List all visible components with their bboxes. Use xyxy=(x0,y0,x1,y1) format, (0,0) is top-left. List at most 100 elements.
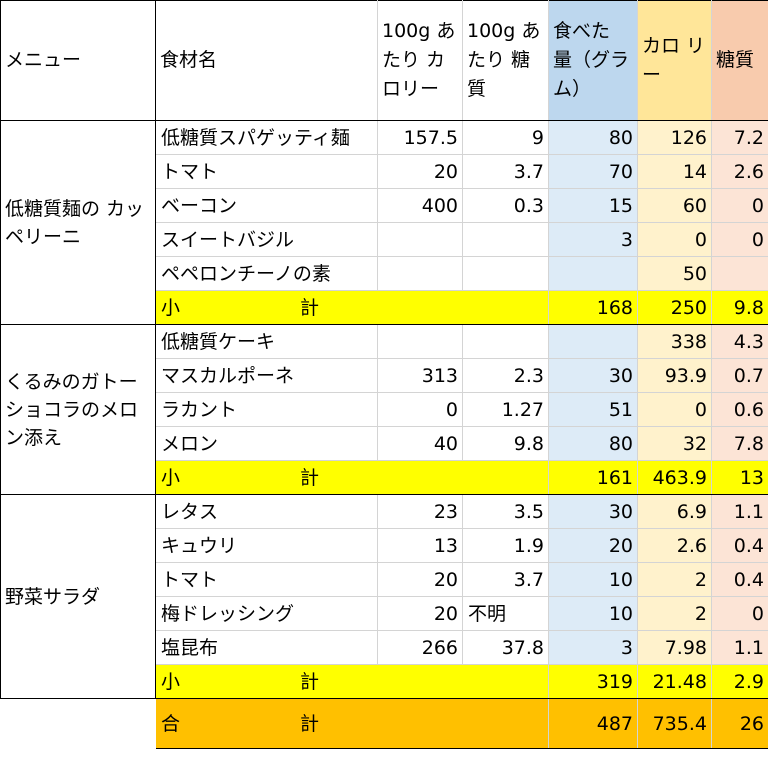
ingredient-name: スイートバジル xyxy=(155,222,378,257)
calorie: 93.9 xyxy=(637,358,712,393)
sugar-per-100g: 1.9 xyxy=(462,528,549,563)
subtotal-label-b: 計 xyxy=(300,670,320,693)
table-row: 梅ドレッシング 20 不明 10 2 0 xyxy=(1,596,768,631)
ingredient-name: 塩昆布 xyxy=(155,630,378,665)
cal-per-100g: 0 xyxy=(377,392,463,427)
table-row: スイートバジル 3 0 0 xyxy=(1,222,768,257)
menu-name: 低糖質麺の カッペリーニ xyxy=(0,120,156,325)
cal-per-100g: 23 xyxy=(377,494,463,529)
header-menu: メニュー xyxy=(0,0,156,121)
sugar: 0 xyxy=(711,596,768,631)
subtotal-row: 小計 168 250 9.8 xyxy=(1,290,768,325)
eaten-grams: 3 xyxy=(548,222,638,257)
sugar xyxy=(711,256,768,291)
sugar: 7.8 xyxy=(711,426,768,461)
sugar: 0.7 xyxy=(711,358,768,393)
sugar-per-100g: 37.8 xyxy=(462,630,549,665)
header-ingredient: 食材名 xyxy=(155,0,378,121)
sugar-per-100g: 2.3 xyxy=(462,358,549,393)
ingredient-name: ペペロンチーノの素 xyxy=(155,256,378,291)
sugar-per-100g: 3.7 xyxy=(462,562,549,597)
ingredient-name: メロン xyxy=(155,426,378,461)
subtotal-calorie: 463.9 xyxy=(637,460,712,495)
menu-name: くるみのガトー ショコラのメロ ン添え xyxy=(0,324,156,495)
total-calorie: 735.4 xyxy=(637,698,712,749)
calorie: 60 xyxy=(637,188,712,223)
calorie: 0 xyxy=(637,392,712,427)
calorie: 2 xyxy=(637,596,712,631)
total-label: 合計 xyxy=(155,698,549,749)
ingredient-name: 低糖質ケーキ xyxy=(155,324,378,359)
ingredient-name: 低糖質スパゲッティ麺 xyxy=(155,120,378,155)
ingredient-name: ベーコン xyxy=(155,188,378,223)
sugar: 1.1 xyxy=(711,494,768,529)
header-sugar: 糖質 xyxy=(711,0,768,121)
ingredient-name: レタス xyxy=(155,494,378,529)
subtotal-label-a: 小 xyxy=(161,296,181,319)
cal-per-100g: 20 xyxy=(377,596,463,631)
cal-per-100g: 266 xyxy=(377,630,463,665)
total-row: 合計 487 735.4 26 xyxy=(1,698,768,749)
sugar-per-100g: 9 xyxy=(462,120,549,155)
subtotal-grams: 319 xyxy=(548,664,638,699)
ingredient-name: トマト xyxy=(155,154,378,189)
eaten-grams: 51 xyxy=(548,392,638,427)
table-row: 低糖質麺の カッペリーニ 低糖質スパゲッティ麺 157.5 9 80 126 7… xyxy=(0,120,768,325)
sugar-per-100g: 1.27 xyxy=(462,392,549,427)
subtotal-sugar: 2.9 xyxy=(711,664,768,699)
eaten-grams: 70 xyxy=(548,154,638,189)
header-cal-per-100g: 100g あたり カロリー xyxy=(377,0,463,121)
eaten-grams: 15 xyxy=(548,188,638,223)
ingredient-name: トマト xyxy=(155,562,378,597)
sugar: 0.4 xyxy=(711,562,768,597)
eaten-grams xyxy=(548,256,638,291)
sugar-per-100g xyxy=(462,324,549,359)
subtotal-label-b: 計 xyxy=(300,466,320,489)
subtotal-label-a: 小 xyxy=(161,466,181,489)
cal-per-100g xyxy=(377,222,463,257)
total-label-b: 計 xyxy=(300,712,320,735)
cal-per-100g xyxy=(377,324,463,359)
sugar: 0 xyxy=(711,188,768,223)
subtotal-label: 小計 xyxy=(155,290,549,325)
header-row: メニュー 食材名 100g あたり カロリー 100g あたり 糖質 食べた 量… xyxy=(0,0,768,121)
cal-per-100g: 20 xyxy=(377,562,463,597)
subtotal-grams: 168 xyxy=(548,290,638,325)
sugar-per-100g: 9.8 xyxy=(462,426,549,461)
sugar: 0 xyxy=(711,222,768,257)
sugar-per-100g: 0.3 xyxy=(462,188,549,223)
eaten-grams: 10 xyxy=(548,562,638,597)
subtotal-calorie: 250 xyxy=(637,290,712,325)
eaten-grams: 80 xyxy=(548,426,638,461)
sugar-per-100g: 3.5 xyxy=(462,494,549,529)
table-row: 野菜サラダ レタス 23 3.5 30 6.9 1.1 xyxy=(0,494,768,699)
calorie: 50 xyxy=(637,256,712,291)
total-label-a: 合 xyxy=(161,712,181,735)
calorie: 14 xyxy=(637,154,712,189)
calorie: 2.6 xyxy=(637,528,712,563)
ingredient-name: 梅ドレッシング xyxy=(155,596,378,631)
table-row: キュウリ 13 1.9 20 2.6 0.4 xyxy=(1,528,768,563)
cal-per-100g: 20 xyxy=(377,154,463,189)
subtotal-sugar: 13 xyxy=(711,460,768,495)
cal-per-100g: 13 xyxy=(377,528,463,563)
calorie: 2 xyxy=(637,562,712,597)
sugar-per-100g xyxy=(462,256,549,291)
calorie: 0 xyxy=(637,222,712,257)
sugar: 4.3 xyxy=(711,324,768,359)
total-sugar: 26 xyxy=(711,698,768,749)
sugar-per-100g: 3.7 xyxy=(462,154,549,189)
table-row: ベーコン 400 0.3 15 60 0 xyxy=(1,188,768,223)
cal-per-100g: 40 xyxy=(377,426,463,461)
subtotal-row: 小計 319 21.48 2.9 xyxy=(1,664,768,699)
subtotal-label-a: 小 xyxy=(161,670,181,693)
eaten-grams: 30 xyxy=(548,358,638,393)
ingredient-name: ラカント xyxy=(155,392,378,427)
table-row: トマト 20 3.7 70 14 2.6 xyxy=(1,154,768,189)
calorie: 32 xyxy=(637,426,712,461)
sugar: 1.1 xyxy=(711,630,768,665)
sugar: 0.6 xyxy=(711,392,768,427)
eaten-grams: 80 xyxy=(548,120,638,155)
subtotal-label-b: 計 xyxy=(300,296,320,319)
menu-name: 野菜サラダ xyxy=(0,494,156,699)
